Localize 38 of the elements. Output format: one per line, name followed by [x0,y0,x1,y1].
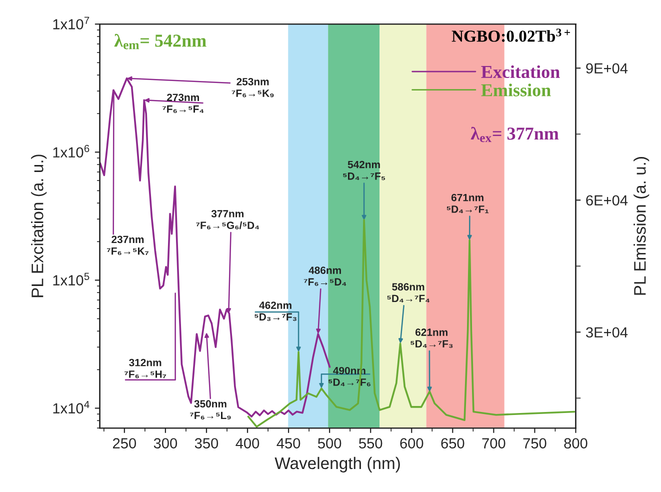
x-tick-label: 500 [318,438,342,448]
x-tick-label: 600 [400,438,424,448]
y2-axis-title: PL Emission (a. u.) [634,157,650,295]
y-axis-title: PL Excitation (a. u.) [31,154,47,298]
x-tick-label: 400 [236,438,260,448]
x-tick-label: 250 [112,438,136,448]
x-tick-label: 750 [523,438,546,448]
annotation: NGBO:0.02Tb$^{3+}$ [452,28,570,42]
annotation: 237nm ⁷F₆→⁵K₇ [106,236,149,256]
y2-tick-label: 6E+04 [586,195,628,206]
annotation: 253nm ⁷F₆→⁵K₉ [232,78,274,98]
y-tick-label: 1x10$^{7}$ [53,16,90,30]
y-tick-label: 1x10$^{6}$ [53,144,90,158]
annotation: 671nm ⁵D₄→⁷F₁ [446,194,489,214]
x-tick-label: 450 [276,438,300,448]
y2-tick-label: 3E+04 [586,327,628,338]
x-tick-label: 350 [194,438,218,448]
x-tick-label: 650 [441,438,464,448]
annotation: 462nm ⁵D₃→⁷F₃ [254,302,296,321]
annotation: 350nm ⁷F₆→⁵L₉ [190,400,231,420]
x-tick-label: 800 [564,438,588,448]
annotation: 586nm ⁵D₄→⁷F₄ [387,283,430,302]
x-tick-label: 300 [154,438,178,448]
annotation: λ$_{em}$= 542nm [114,34,206,50]
y-tick-label: 1x10$^{4}$ [53,400,90,414]
annotation: 486nm ⁷F₆→⁵D₄ [304,266,346,286]
x-tick-label: 550 [359,438,382,448]
legend-label: Excitation [481,65,560,78]
legend-label: Emission [481,84,551,96]
annotation: λ$_{ex}$= 377nm [470,126,559,142]
annotation: 273nm ⁷F₆→⁵F₄ [162,94,204,113]
x-tick-label: 700 [482,438,506,448]
annotation: 312nm ⁷F₆→⁵H₇ [124,358,166,378]
annotation: 377nm ⁷F₆→⁵G₆/⁵D₄ [196,210,260,230]
annotation: 621nm ⁵D₄→⁷F₃ [410,328,453,348]
y2-tick-label: 9E+04 [586,63,628,74]
y-tick-label: 1x10$^{5}$ [53,272,90,286]
x-axis-title: Wavelength (nm) [274,456,400,472]
